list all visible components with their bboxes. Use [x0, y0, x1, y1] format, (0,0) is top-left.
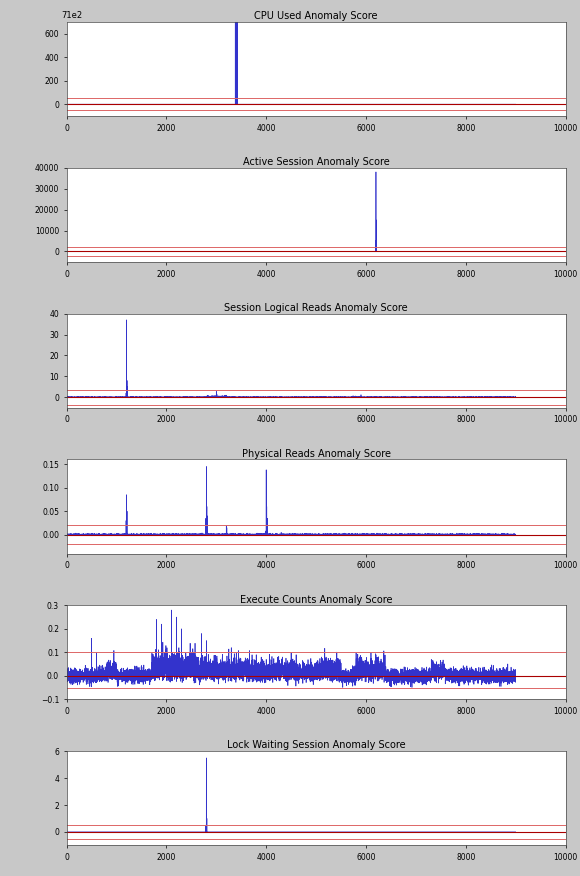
Title: Active Session Anomaly Score: Active Session Anomaly Score [242, 157, 390, 167]
Title: Session Logical Reads Anomaly Score: Session Logical Reads Anomaly Score [224, 303, 408, 313]
Text: 71e2: 71e2 [61, 11, 83, 20]
Title: CPU Used Anomaly Score: CPU Used Anomaly Score [255, 11, 378, 21]
Title: Lock Waiting Session Anomaly Score: Lock Waiting Session Anomaly Score [227, 740, 405, 751]
Title: Execute Counts Anomaly Score: Execute Counts Anomaly Score [240, 595, 392, 604]
Title: Physical Reads Anomaly Score: Physical Reads Anomaly Score [242, 449, 390, 459]
